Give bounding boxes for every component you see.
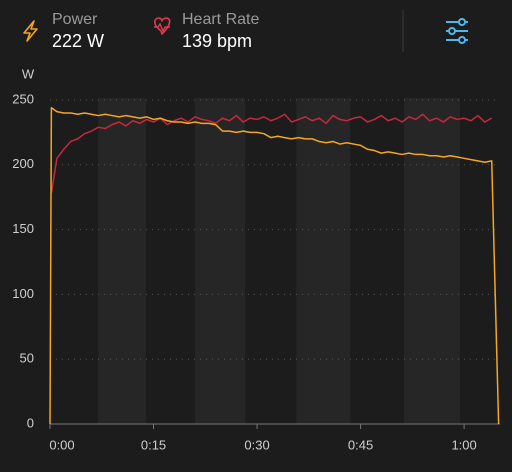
settings-button[interactable]	[446, 18, 468, 44]
y-tick-label: 200	[12, 156, 34, 171]
lap-band	[194, 98, 246, 424]
x-tick-label: 0:45	[348, 437, 373, 452]
y-tick-label: 0	[27, 415, 34, 430]
y-axis-label: W	[22, 66, 35, 81]
y-tick-label: 50	[20, 351, 34, 366]
heart-icon	[153, 17, 171, 35]
heart-rate-value: 139 bpm	[182, 31, 252, 51]
x-tick-label: 0:00	[49, 437, 74, 452]
y-tick-label: 100	[12, 286, 34, 301]
power-label: Power	[52, 11, 98, 28]
x-tick-label: 0:30	[244, 437, 269, 452]
power-button[interactable]: Power 222 W	[23, 11, 104, 51]
x-tick-label: 0:15	[141, 437, 166, 452]
x-tick-label: 1:00	[451, 437, 476, 452]
series-line	[49, 107, 500, 425]
heart-rate-button[interactable]: Heart Rate 139 bpm	[153, 11, 259, 51]
lap-band	[404, 98, 460, 424]
settings-icon-knob	[458, 18, 466, 26]
series-line	[50, 113, 493, 194]
y-tick-label: 150	[12, 221, 34, 236]
settings-icon-knob	[458, 36, 466, 44]
lap-band	[98, 98, 146, 424]
power-icon	[23, 20, 38, 42]
heart-rate-label: Heart Rate	[182, 11, 259, 28]
y-tick-label: 250	[12, 91, 34, 106]
power-value: 222 W	[52, 31, 104, 51]
lap-band	[296, 98, 351, 424]
settings-icon-knob	[448, 27, 456, 35]
heart-pulse	[154, 22, 170, 33]
plot: 0 50 100 150 200 250 0:00 0:15 0:30 0:45 1:00	[12, 91, 500, 452]
